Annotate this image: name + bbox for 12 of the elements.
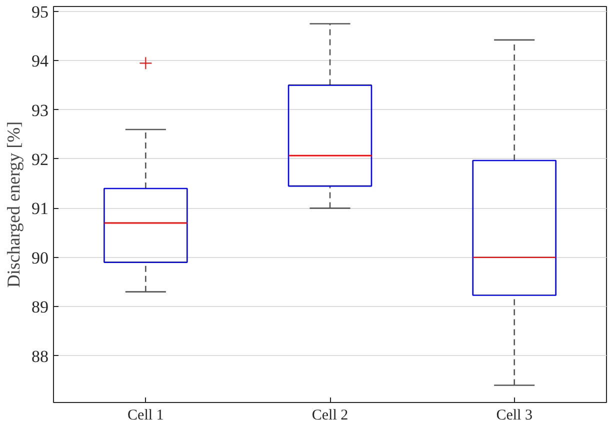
x-tick-label: Cell 1	[128, 408, 164, 424]
y-tick-label: 89	[32, 298, 48, 317]
y-tick-label: 90	[32, 248, 48, 268]
y-tick-label: 88	[32, 346, 48, 366]
x-tick-label: Cell 3	[496, 408, 532, 424]
x-tick-label: Cell 2	[312, 408, 348, 424]
y-tick-label: 91	[32, 199, 48, 218]
y-tick-label: 92	[32, 150, 48, 169]
y-tick-label: 95	[32, 2, 48, 22]
y-tick-label: 94	[32, 52, 49, 71]
y-axis-title: Discharged energy [%]	[4, 121, 24, 288]
y-tick-label: 93	[32, 100, 48, 120]
